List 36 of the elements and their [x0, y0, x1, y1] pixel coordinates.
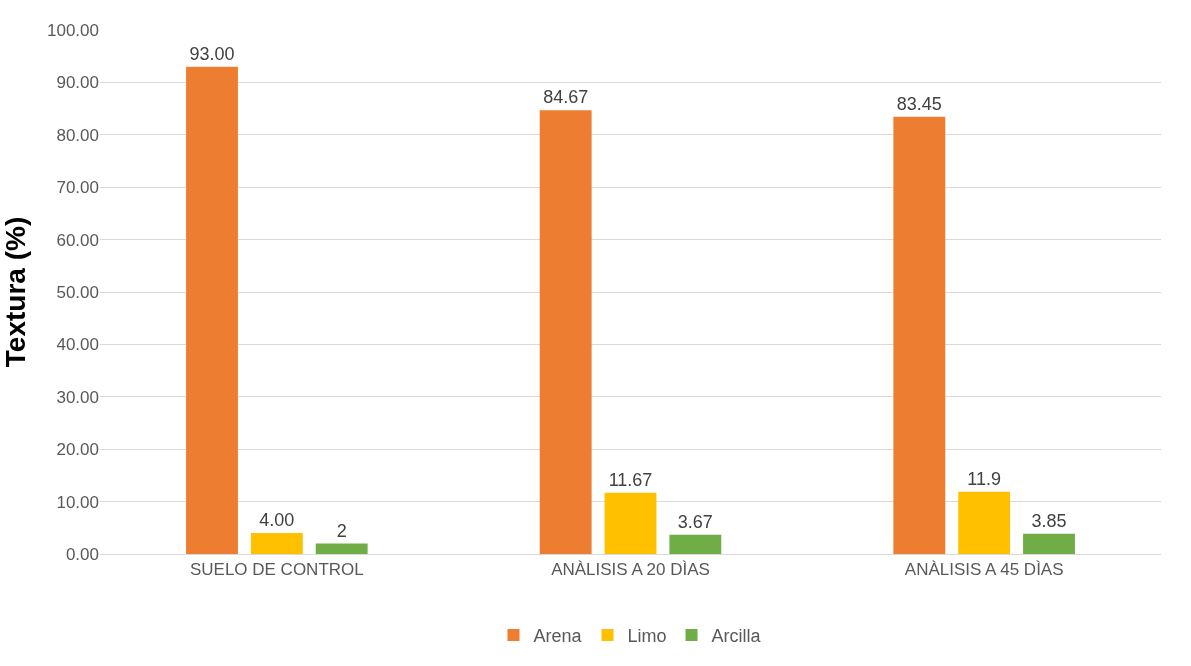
bar	[669, 534, 722, 554]
data-label: 2	[336, 520, 347, 541]
bar	[1023, 533, 1075, 554]
bar	[315, 543, 368, 554]
data-label: 11.9	[967, 468, 1002, 489]
x-tick-label: ANÀLISIS A 20 DÌAS	[551, 560, 710, 580]
y-tick-label: 70.00	[56, 178, 99, 198]
x-tick-label: SUELO DE CONTROL	[189, 560, 364, 580]
bar	[958, 491, 1011, 554]
y-tick-label: 50.00	[56, 282, 99, 302]
data-label: 84.67	[543, 87, 589, 108]
bar	[604, 492, 657, 554]
y-tick-label: 90.00	[56, 73, 99, 93]
data-label: 93.00	[189, 43, 235, 64]
y-tick-label: 0.00	[65, 544, 99, 564]
bar	[250, 533, 303, 554]
bar	[893, 116, 946, 554]
x-tick-label: ANÀLISIS A 45 DÌAS	[904, 560, 1064, 580]
data-label: 3.67	[677, 511, 713, 532]
y-tick-label: 40.00	[56, 335, 99, 355]
y-tick-label: 80.00	[56, 125, 99, 145]
y-tick-label: 10.00	[56, 492, 99, 512]
data-label: 4.00	[259, 510, 295, 531]
data-label: 3.85	[1031, 510, 1067, 531]
y-tick-label: 30.00	[56, 387, 99, 407]
y-tick-label: 60.00	[56, 230, 99, 250]
legend-label: Arena	[533, 626, 583, 647]
legend-label: Arcilla	[711, 626, 762, 647]
y-tick-label: 100.00	[47, 20, 99, 40]
bar	[539, 110, 592, 554]
bar	[186, 66, 238, 554]
data-label: 83.45	[896, 93, 942, 114]
legend-label: Limo	[627, 626, 667, 647]
data-label: 11.67	[608, 469, 653, 490]
y-tick-label: 20.00	[56, 440, 99, 460]
y-axis-title: Textura (%)	[0, 216, 31, 368]
